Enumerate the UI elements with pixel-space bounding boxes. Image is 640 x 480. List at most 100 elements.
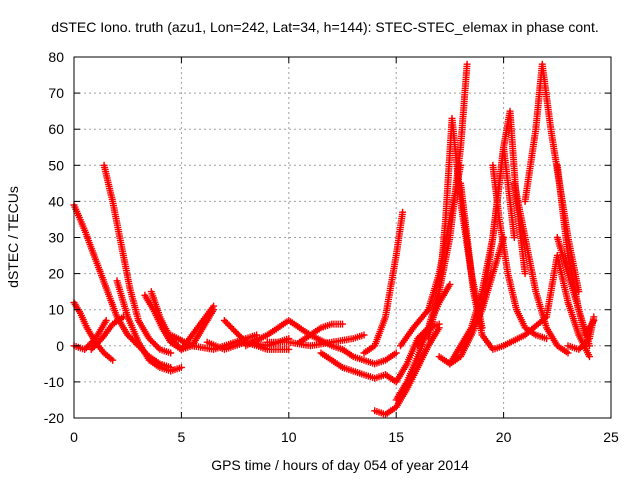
data-point [111, 359, 114, 362]
data-point [287, 319, 290, 322]
data-point [105, 319, 108, 322]
data-point [459, 344, 462, 347]
data-point [588, 337, 591, 340]
data-point [541, 63, 544, 66]
data-point [120, 243, 123, 246]
data-point [399, 344, 402, 347]
data-point [150, 290, 153, 293]
data-point [83, 229, 86, 232]
data-point [566, 272, 570, 275]
data-point [534, 128, 538, 131]
chart-title: dSTEC Iono. truth (azu1, Lon=242, Lat=34… [51, 19, 598, 35]
data-point [309, 344, 312, 347]
data-point [395, 254, 398, 257]
data-point [437, 290, 441, 293]
y-tick-label: 0 [56, 338, 64, 354]
data-point [502, 344, 505, 347]
data-point [287, 348, 290, 351]
data-point [319, 351, 323, 355]
data-point [506, 272, 510, 275]
x-tick-label: 25 [603, 429, 619, 445]
data-point [566, 254, 570, 257]
data-point [100, 337, 104, 340]
data-point [373, 362, 376, 366]
data-point [395, 380, 398, 384]
data-point [448, 362, 452, 366]
data-point [115, 279, 119, 283]
y-tick-label: 70 [48, 85, 64, 101]
data-point [459, 355, 462, 358]
series-arc6 [113, 277, 185, 375]
data-point [465, 63, 469, 66]
data-point [266, 340, 269, 344]
series-arc15 [296, 320, 346, 346]
y-tick-label: 60 [48, 121, 64, 137]
data-point [362, 359, 366, 362]
data-series [70, 60, 598, 418]
x-axis-label: GPS time / hours of day 054 of year 2014 [211, 457, 469, 473]
data-point [255, 333, 258, 337]
data-point [588, 355, 591, 358]
data-point [244, 344, 248, 347]
data-point [373, 409, 376, 412]
data-point [94, 337, 97, 340]
data-point [158, 315, 162, 319]
data-point [427, 344, 430, 347]
y-tick-label: 10 [48, 302, 64, 318]
data-point [94, 257, 97, 261]
data-point [169, 369, 172, 373]
data-point [566, 301, 570, 304]
data-point [513, 236, 516, 239]
data-point [437, 355, 441, 358]
series-arc10 [177, 302, 218, 353]
data-point [180, 348, 183, 351]
x-tick-label: 20 [496, 429, 512, 445]
data-point [523, 272, 527, 275]
data-point [143, 294, 147, 297]
data-point [498, 218, 501, 221]
data-point [309, 333, 312, 337]
data-point [412, 326, 415, 329]
series-arc35 [564, 313, 598, 353]
x-tick-label: 0 [70, 429, 78, 445]
data-point [401, 211, 404, 214]
data-point [298, 340, 301, 344]
data-point [523, 326, 527, 329]
data-point [79, 312, 82, 315]
data-point [556, 344, 559, 347]
data-point [584, 333, 587, 337]
data-point [205, 340, 209, 344]
data-point [223, 319, 226, 322]
data-point [523, 236, 527, 239]
series-arc14 [263, 331, 368, 350]
data-point [83, 348, 86, 351]
data-point [126, 315, 129, 319]
y-axis-label: dSTEC / TECUs [5, 186, 21, 288]
data-point [465, 236, 469, 239]
data-point [459, 146, 462, 149]
data-point [437, 322, 441, 326]
series-arc17 [339, 345, 400, 368]
data-point [158, 366, 162, 369]
data-point [448, 236, 452, 239]
series-arc18 [360, 208, 407, 357]
data-point [362, 351, 366, 355]
data-point [416, 355, 419, 358]
data-point [255, 344, 258, 347]
data-point [122, 315, 125, 319]
data-point [201, 326, 205, 329]
series-arc2 [70, 299, 117, 364]
data-point [534, 333, 538, 337]
data-point [448, 283, 452, 286]
data-point [373, 344, 376, 347]
data-point [352, 337, 355, 340]
data-point [549, 128, 553, 131]
data-point [384, 373, 387, 376]
data-point [472, 290, 475, 293]
data-point [158, 348, 162, 351]
data-point [395, 351, 398, 355]
data-point [427, 308, 430, 311]
data-point [450, 117, 454, 120]
y-tick-label: 20 [48, 266, 64, 282]
data-point [427, 337, 430, 340]
